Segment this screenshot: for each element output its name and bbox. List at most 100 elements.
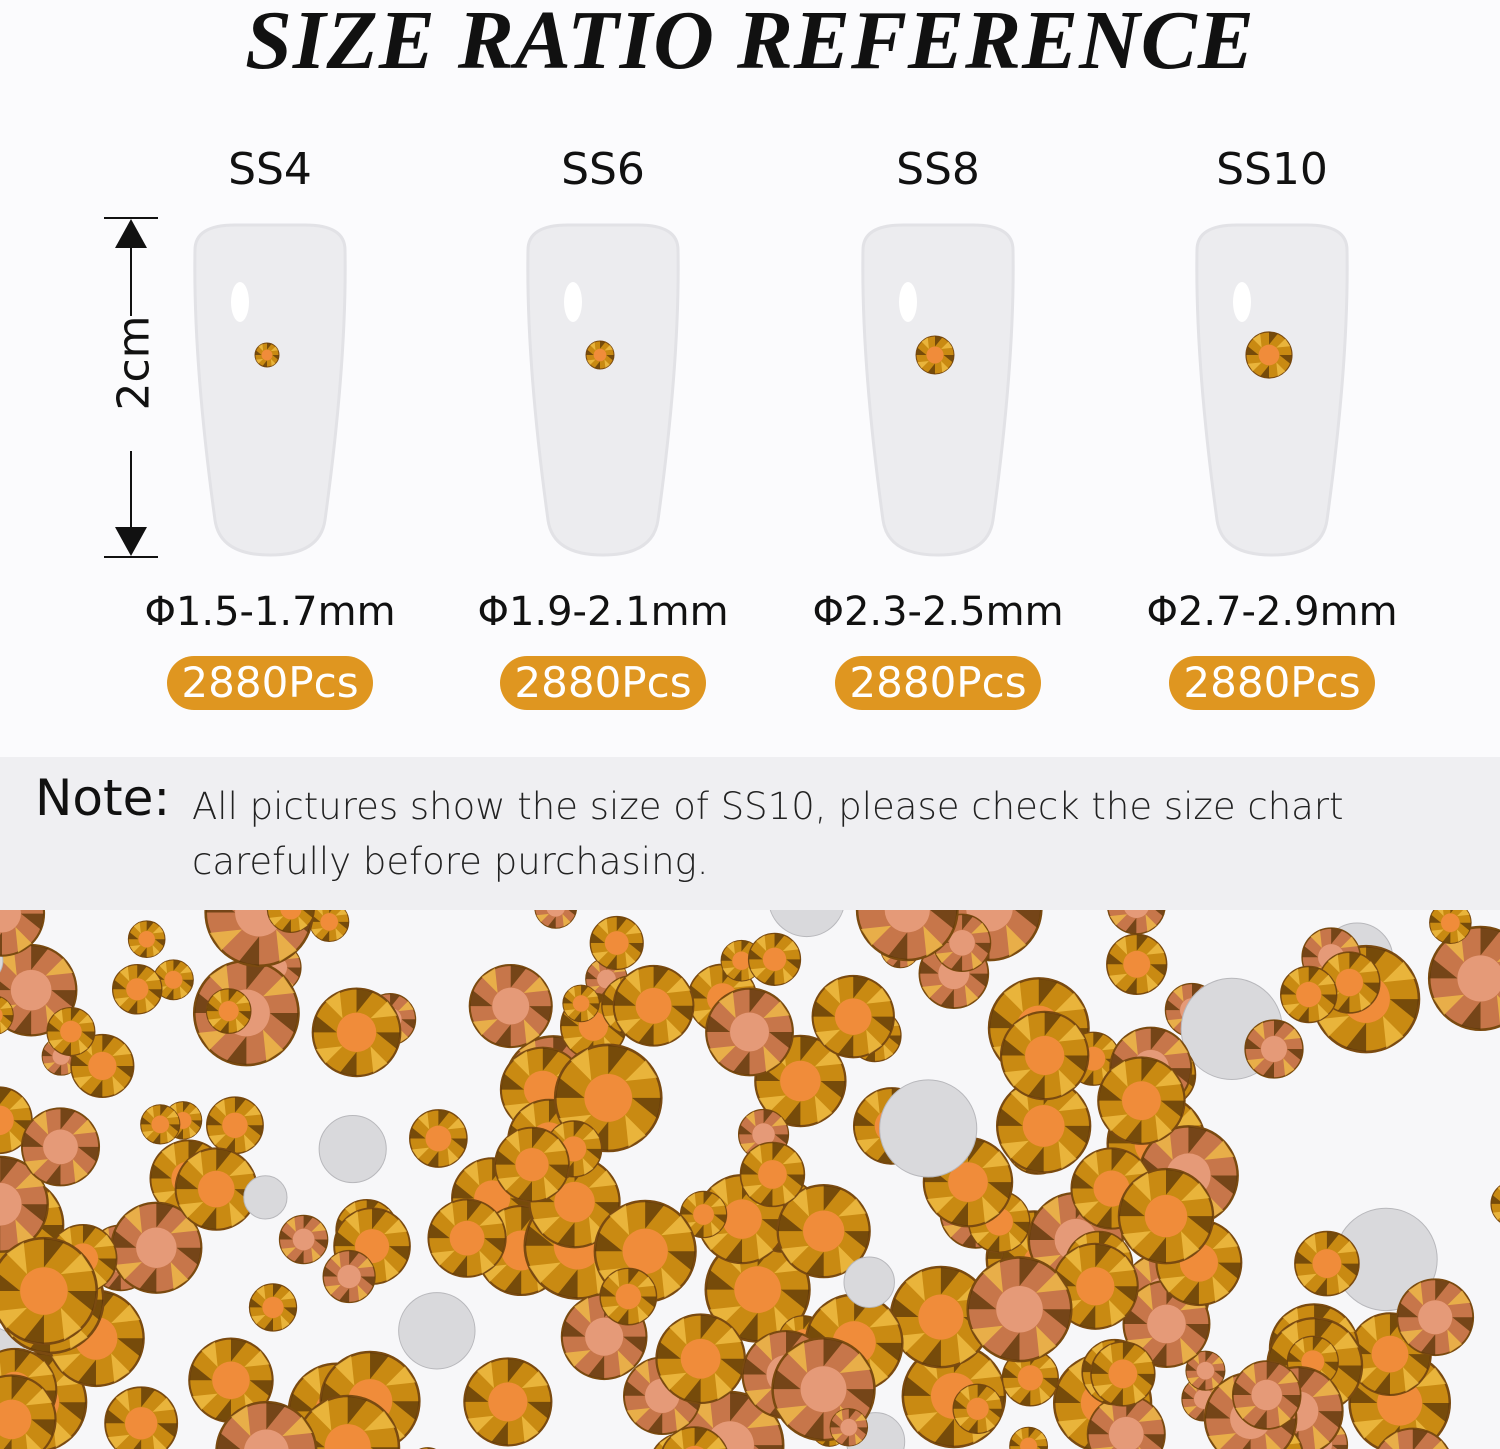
- rhinestone: [248, 1283, 298, 1332]
- rhinestone: [174, 1147, 258, 1231]
- rhinestone: [589, 915, 644, 971]
- note-text: All pictures show the size of SS10, plea…: [192, 785, 1344, 883]
- size-label: SS10: [1216, 144, 1328, 195]
- rhinestone: [534, 910, 577, 929]
- rhinestone: [205, 988, 252, 1034]
- rhinestone: [427, 1198, 507, 1278]
- rhinestone: [599, 1267, 658, 1326]
- rhinestone: [0, 996, 14, 1035]
- rhinestone: [104, 1386, 179, 1449]
- rhinestone: [1106, 933, 1168, 995]
- rhinestone: [309, 910, 350, 942]
- size-column-ss10: SS10 Φ2.7-2.9mm 2880Pcs: [1107, 140, 1437, 710]
- highlight: [231, 282, 249, 322]
- rhinestone: [409, 1109, 468, 1168]
- rhinestone-back: [843, 1256, 895, 1308]
- note-banner: Note: All pictures show the size of SS10…: [0, 757, 1500, 910]
- height-ruler-arrow-icon: [104, 217, 158, 558]
- highlight: [899, 282, 917, 322]
- rhinestone: [739, 1141, 806, 1208]
- rhinestone: [1376, 1427, 1449, 1449]
- nail-tip: [1195, 223, 1349, 557]
- rhinestone: [127, 920, 166, 959]
- nail-tip: [861, 223, 1015, 557]
- rhinestone: [295, 1394, 401, 1449]
- rhinestone: [278, 1214, 329, 1265]
- rhinestone: [915, 335, 955, 375]
- note-label: Note:: [35, 769, 171, 827]
- rhinestone: [0, 1374, 57, 1449]
- rhinestone: [266, 910, 315, 933]
- rhinestone: [0, 1236, 99, 1346]
- size-label: SS4: [228, 144, 312, 195]
- nail-tip-image: [1195, 223, 1349, 557]
- rhinestone: [1280, 965, 1338, 1024]
- size-label: SS8: [896, 144, 980, 195]
- rhinestone: [966, 1256, 1073, 1363]
- rhinestone: [1097, 1056, 1186, 1145]
- rhinestone: [829, 1408, 869, 1447]
- rhinestone: [1107, 910, 1166, 935]
- size-column-ss4: SS4 Φ1.5-1.7mm 2880Pcs: [105, 140, 435, 710]
- rhinestone: [1294, 1230, 1360, 1297]
- rhinestone-back: [318, 1114, 387, 1184]
- rhinestone: [952, 1383, 1003, 1434]
- rhinestone: [111, 964, 163, 1015]
- rhinestone: [468, 964, 553, 1049]
- rhinestone: [705, 987, 794, 1077]
- rhinestone: [922, 1136, 1014, 1228]
- rhinestone: [1117, 1167, 1215, 1265]
- rhinestone: [46, 1006, 96, 1057]
- rhinestone: [612, 964, 695, 1047]
- rhinestone: [747, 932, 802, 986]
- rhinestone: [1009, 1426, 1048, 1449]
- size-label: SS6: [561, 144, 645, 195]
- rhinestone: [1001, 1349, 1059, 1407]
- rhinestone-back: [243, 1175, 288, 1220]
- rhinestone: [1429, 910, 1472, 945]
- rhinestone: [1427, 925, 1500, 1031]
- rhinestone: [1090, 1341, 1156, 1407]
- rhinestone: [1231, 1360, 1302, 1430]
- rhinestone: [0, 1155, 49, 1253]
- rhinestone: [1245, 331, 1293, 379]
- rhinestone: [322, 1249, 376, 1304]
- rhinestone: [562, 984, 600, 1023]
- rhinestone: [1396, 1278, 1475, 1357]
- nail-tip-image: [526, 223, 680, 557]
- rhinestone: [776, 1184, 871, 1279]
- rhinestone: [0, 910, 46, 957]
- diameter-text: Φ1.9-2.1mm: [477, 589, 729, 635]
- nail-tip: [193, 223, 347, 557]
- rhinestone-back: [769, 910, 844, 938]
- rhinestone: [1185, 1350, 1226, 1391]
- rhinestone: [254, 342, 280, 368]
- rhinestone: [855, 910, 959, 962]
- nail-tip-image: [861, 223, 1015, 557]
- rhinestone: [1490, 1185, 1500, 1223]
- rhinestone: [20, 1107, 101, 1187]
- diameter-text: Φ2.3-2.5mm: [812, 589, 1064, 635]
- diameter-text: Φ2.7-2.9mm: [1146, 589, 1398, 635]
- rhinestone: [661, 1426, 728, 1449]
- count-badge: 2880Pcs: [167, 656, 373, 710]
- rhinestone-back: [879, 1079, 978, 1178]
- highlight: [1233, 282, 1251, 322]
- rhinestone: [999, 1010, 1090, 1101]
- size-column-ss8: SS8 Φ2.3-2.5mm 2880Pcs: [773, 140, 1103, 710]
- size-column-ss6: SS6 Φ1.9-2.1mm 2880Pcs: [438, 140, 768, 710]
- rhinestone: [140, 1104, 181, 1145]
- rhinestones-photo: [0, 910, 1500, 1449]
- diameter-text: Φ1.5-1.7mm: [144, 589, 396, 635]
- rhinestone: [585, 340, 615, 370]
- nail-tip-image: [193, 223, 347, 557]
- nail-tip: [526, 223, 680, 557]
- rhinestone: [1244, 1019, 1304, 1079]
- rhinestone: [463, 1357, 553, 1447]
- highlight: [564, 282, 582, 322]
- rhinestone: [206, 1096, 264, 1155]
- count-badge: 2880Pcs: [835, 656, 1041, 710]
- rhinestone: [494, 1126, 570, 1203]
- rhinestone: [1086, 1394, 1166, 1449]
- rhinestone: [215, 1400, 318, 1449]
